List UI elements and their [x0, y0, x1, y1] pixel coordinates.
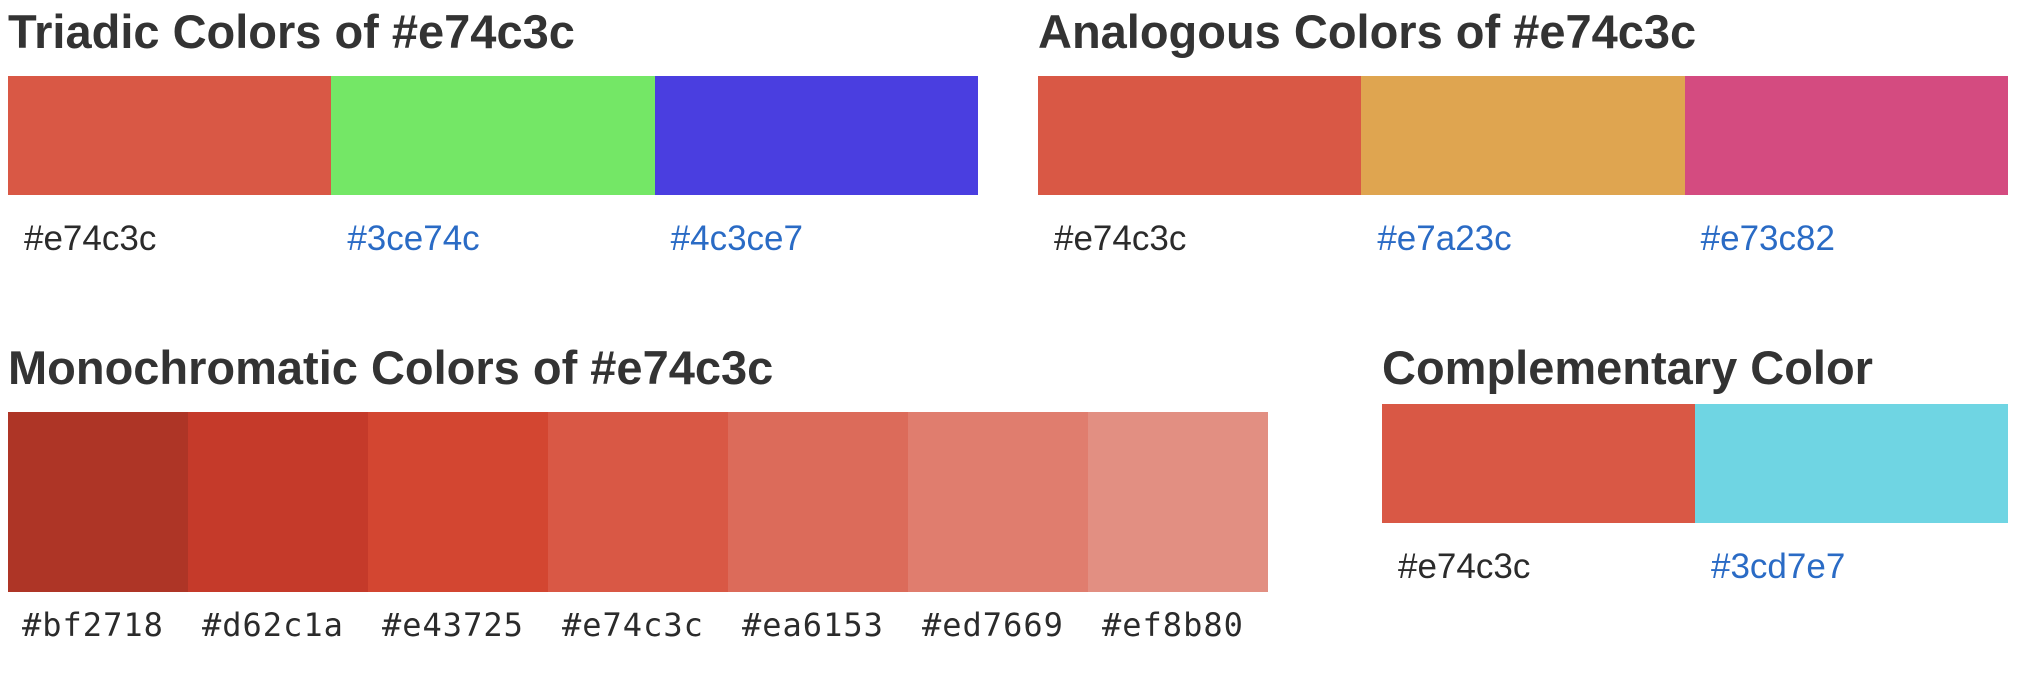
analogous-swatch-base: [1038, 76, 1362, 195]
mono-swatch-6[interactable]: [908, 412, 1088, 592]
mono-label-1: #bf2718: [22, 606, 164, 644]
mono-swatch-1[interactable]: [8, 412, 188, 592]
monochromatic-labels: #bf2718 #d62c1a #e43725 #e74c3c #ea6153 …: [8, 606, 1268, 644]
triadic-swatch-strip: [8, 76, 978, 195]
mono-swatch-4[interactable]: [548, 412, 728, 592]
triadic-swatch-2[interactable]: [331, 76, 655, 195]
analogous-section: Analogous Colors of #e74c3c #e74c3c #e7a…: [1038, 8, 2008, 259]
complementary-title: Complementary Color: [1382, 341, 1873, 394]
analogous-link-2[interactable]: #e7a23c: [1377, 219, 1512, 258]
complementary-swatch-base: [1382, 404, 1695, 523]
monochromatic-section: Monochromatic Colors of #e74c3c #bf2718 …: [8, 344, 1268, 644]
analogous-title: Analogous Colors of #e74c3c: [1038, 5, 1697, 58]
mono-label-6: #ed7669: [922, 606, 1064, 644]
mono-label-4: #e74c3c: [562, 606, 704, 644]
analogous-swatch-3[interactable]: [1684, 76, 2008, 195]
triadic-title: Triadic Colors of #e74c3c: [8, 5, 575, 58]
complementary-section: Complementary Color #e74c3c #3cd7e7: [1382, 344, 2008, 587]
mono-label-5: #ea6153: [742, 606, 884, 644]
triadic-swatch-base: [8, 76, 332, 195]
monochromatic-title: Monochromatic Colors of #e74c3c: [8, 341, 774, 394]
mono-label-2: #d62c1a: [202, 606, 344, 644]
triadic-swatch-3[interactable]: [654, 76, 978, 195]
triadic-link-2[interactable]: #3ce74c: [347, 219, 480, 258]
analogous-link-3[interactable]: #e73c82: [1700, 219, 1835, 258]
complementary-labels: #e74c3c #3cd7e7: [1382, 547, 2008, 587]
mono-label-7: #ef8b80: [1102, 606, 1244, 644]
mono-swatch-3[interactable]: [368, 412, 548, 592]
complementary-swatch-strip: [1382, 404, 2008, 523]
mono-swatch-7[interactable]: [1088, 412, 1268, 592]
triadic-label-base: #e74c3c: [24, 219, 157, 258]
mono-swatch-2[interactable]: [188, 412, 368, 592]
monochromatic-swatch-strip: [8, 412, 1268, 592]
complementary-link-2[interactable]: #3cd7e7: [1711, 547, 1846, 586]
analogous-swatch-strip: [1038, 76, 2008, 195]
triadic-section: Triadic Colors of #e74c3c #e74c3c #3ce74…: [8, 8, 978, 259]
analogous-label-base: #e74c3c: [1054, 219, 1187, 258]
analogous-labels: #e74c3c #e7a23c #e73c82: [1038, 219, 2008, 259]
triadic-labels: #e74c3c #3ce74c #4c3ce7: [8, 219, 978, 259]
triadic-link-3[interactable]: #4c3ce7: [670, 219, 803, 258]
mono-label-3: #e43725: [382, 606, 524, 644]
complementary-swatch-2[interactable]: [1695, 404, 2008, 523]
complementary-label-base: #e74c3c: [1398, 547, 1531, 586]
mono-swatch-5[interactable]: [728, 412, 908, 592]
analogous-swatch-2[interactable]: [1361, 76, 1685, 195]
